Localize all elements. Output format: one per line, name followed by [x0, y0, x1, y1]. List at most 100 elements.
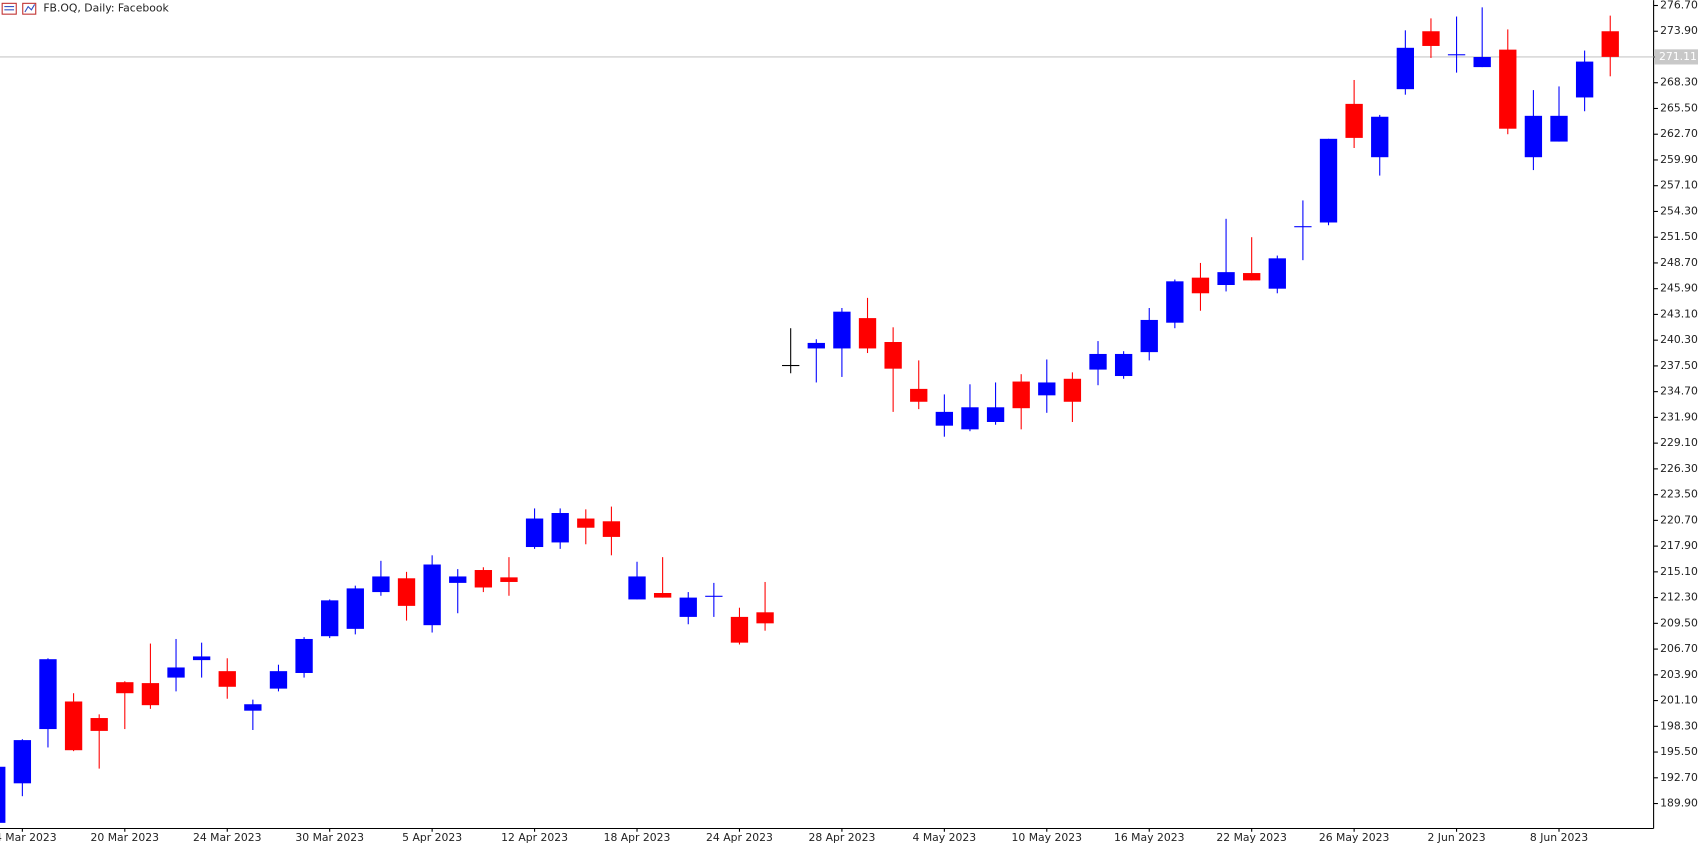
candle-body — [935, 411, 954, 426]
candle-body — [1524, 115, 1543, 158]
candle-body — [1575, 61, 1594, 98]
candle-body — [321, 600, 339, 637]
candle-body — [1473, 56, 1491, 68]
candle-body — [577, 518, 595, 528]
y-tick-label: 203.90 — [1660, 668, 1698, 681]
candle-body — [910, 388, 928, 402]
candle-body — [1268, 258, 1286, 289]
candle-body — [423, 564, 441, 626]
y-tick-label: 192.70 — [1660, 771, 1698, 784]
icon-chart — [22, 2, 37, 15]
candle-body — [218, 671, 236, 687]
candle-body — [525, 518, 544, 548]
candle-body — [90, 718, 108, 731]
candle-body — [474, 570, 493, 588]
candle-body — [1012, 381, 1030, 409]
y-tick-label: 206.70 — [1660, 642, 1698, 655]
y-tick-label: 220.70 — [1660, 513, 1698, 526]
candle-body — [551, 513, 569, 543]
last-price-label: 271.11 — [1659, 50, 1697, 63]
candle-body — [1371, 116, 1389, 158]
candle-body — [1550, 115, 1568, 142]
candle-body — [628, 576, 646, 600]
candle-body — [884, 342, 902, 369]
y-tick-label: 259.90 — [1660, 153, 1698, 166]
candle-body — [1499, 49, 1517, 129]
candle-body — [1345, 103, 1363, 138]
candle-body — [244, 704, 262, 711]
candle-body — [1217, 272, 1235, 286]
y-tick-label: 237.50 — [1660, 359, 1698, 372]
y-tick-label: 201.10 — [1660, 694, 1698, 707]
candle-body — [961, 407, 979, 430]
x-tick-label: 5 Apr 2023 — [402, 831, 462, 844]
candle-body — [679, 597, 697, 617]
y-tick-label: 229.10 — [1660, 436, 1698, 449]
candle-body — [602, 521, 621, 537]
candle-body — [1191, 277, 1210, 294]
candle-body — [141, 683, 160, 706]
candle-body — [500, 577, 518, 582]
x-tick-label: 20 Mar 2023 — [91, 831, 160, 844]
y-tick-label: 251.50 — [1660, 230, 1698, 243]
candle-body — [192, 656, 211, 661]
candle-body — [1422, 31, 1440, 46]
x-tick-label: 24 Mar 2023 — [193, 831, 262, 844]
candle-body — [116, 682, 134, 694]
candle-body — [986, 407, 1005, 422]
candle-body — [0, 766, 6, 823]
icon-table — [1, 2, 17, 15]
y-tick-label: 212.30 — [1660, 591, 1698, 604]
candle-body — [269, 671, 288, 689]
y-tick-label: 240.30 — [1660, 333, 1698, 346]
x-tick-label: 14 Mar 2023 — [0, 831, 57, 844]
candle-body — [705, 595, 723, 597]
x-tick-label: 10 May 2023 — [1012, 831, 1083, 844]
chart-title: FB.OQ, Daily: Facebook — [43, 2, 169, 15]
x-tick-label: 16 May 2023 — [1114, 831, 1185, 844]
candle-body — [1114, 353, 1133, 377]
x-tick-label: 8 Jun 2023 — [1530, 831, 1588, 844]
y-tick-label: 248.70 — [1660, 256, 1698, 269]
candle-body — [39, 659, 57, 730]
y-tick-label: 215.10 — [1660, 565, 1698, 578]
candle-body — [1140, 319, 1158, 353]
y-tick-label: 231.90 — [1660, 410, 1698, 423]
y-tick-label: 223.50 — [1660, 488, 1698, 501]
candle-body — [372, 576, 390, 593]
candle-body — [295, 638, 313, 673]
y-tick-label: 245.90 — [1660, 282, 1698, 295]
y-tick-label: 268.30 — [1660, 76, 1698, 89]
x-tick-label: 12 Apr 2023 — [501, 831, 568, 844]
candle-body — [1166, 281, 1184, 323]
candle-body — [1294, 226, 1312, 228]
x-tick-label: 4 May 2023 — [913, 831, 977, 844]
candle-body — [449, 576, 467, 583]
y-tick-label: 189.90 — [1660, 797, 1698, 810]
x-tick-label: 18 Apr 2023 — [604, 831, 671, 844]
y-tick-label: 257.10 — [1660, 179, 1698, 192]
candle-body — [730, 616, 749, 643]
header-icons — [1, 2, 37, 15]
candle-body — [782, 364, 800, 367]
candle-body — [1447, 54, 1466, 56]
y-tick-label: 195.50 — [1660, 745, 1698, 758]
candle-body — [1319, 138, 1338, 223]
y-tick-label: 265.50 — [1660, 101, 1698, 114]
candle-body — [397, 578, 416, 606]
last-price-box — [1654, 49, 1698, 65]
y-tick-label: 217.90 — [1660, 539, 1698, 552]
x-tick-label: 24 Apr 2023 — [706, 831, 773, 844]
candle-body — [858, 318, 877, 349]
y-tick-label: 209.50 — [1660, 616, 1698, 629]
y-tick-label: 262.70 — [1660, 127, 1698, 140]
y-tick-label: 226.30 — [1660, 462, 1698, 475]
candle-body — [1601, 31, 1619, 57]
candle-body — [1396, 47, 1415, 90]
icon-line — [24, 4, 36, 13]
x-tick-label: 28 Apr 2023 — [808, 831, 875, 844]
candle-body — [1243, 273, 1261, 281]
y-tick-label: 273.90 — [1660, 24, 1698, 37]
